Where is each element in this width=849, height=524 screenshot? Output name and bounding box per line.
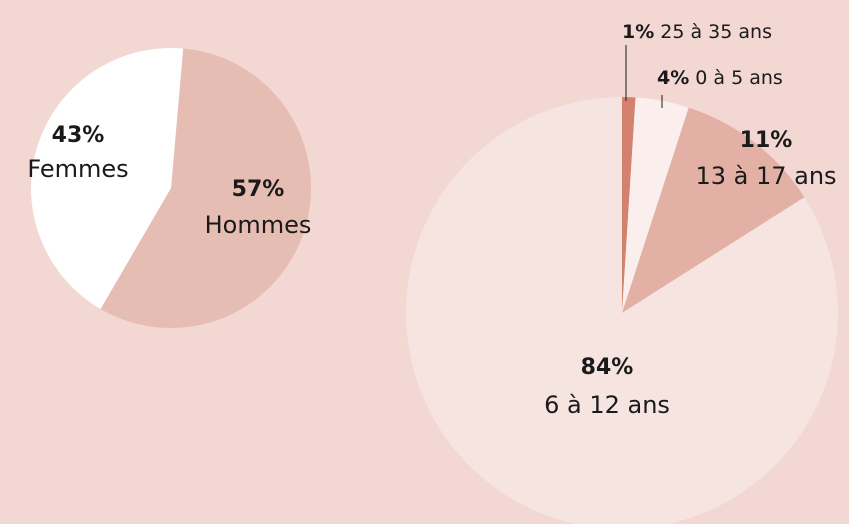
slice-value-label: 1% xyxy=(622,21,654,43)
slice-category-label: 25 à 35 ans xyxy=(660,21,772,43)
slice-category-label: Hommes xyxy=(205,211,312,239)
pie-slice xyxy=(406,97,838,524)
slice-value-label: 84% xyxy=(581,355,634,380)
slice-value-label: 4% xyxy=(657,67,689,89)
slice-value-label: 11% xyxy=(740,128,793,153)
slice-label: 4% 0 à 5 ans xyxy=(657,67,783,89)
pie-slice xyxy=(100,48,311,328)
pie-slice xyxy=(622,107,805,313)
slice-value-label: 57% xyxy=(232,177,285,202)
slice-category-label: Femmes xyxy=(27,155,128,183)
slice-category-label: 0 à 5 ans xyxy=(695,67,783,89)
pie-slice xyxy=(622,97,636,313)
slice-label: 1% 25 à 35 ans xyxy=(622,21,772,43)
pie-slice xyxy=(622,97,689,313)
slice-value-label: 43% xyxy=(52,123,105,148)
slice-category-label: 6 à 12 ans xyxy=(544,391,670,419)
pie-slice xyxy=(31,48,184,309)
slice-category-label: 13 à 17 ans xyxy=(695,162,836,190)
